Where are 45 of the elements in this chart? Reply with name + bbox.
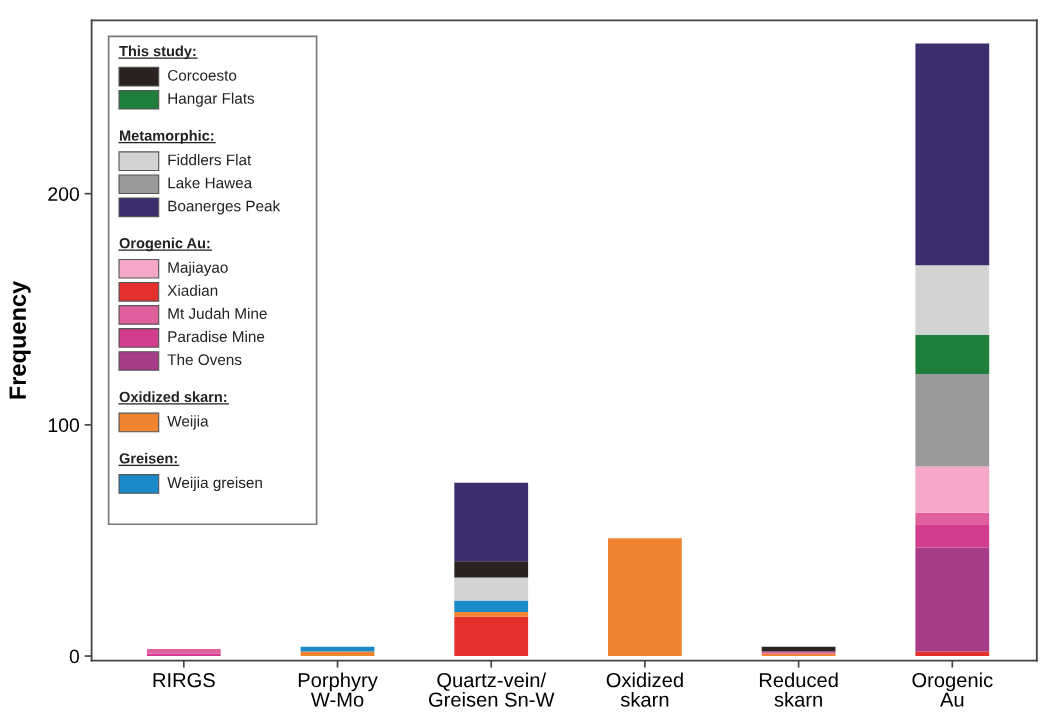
bar xyxy=(915,265,990,335)
legend-label: Lake Hawea xyxy=(168,177,253,189)
legend-label: Hangar Flats xyxy=(168,92,255,107)
legend-label: Corcoesto xyxy=(168,69,237,81)
annotation: Oxidized skarn: xyxy=(119,391,227,403)
y-tick-label: 200 xyxy=(48,187,80,201)
legend-label: Boanerges Peak xyxy=(168,200,281,215)
bar xyxy=(454,577,529,601)
bar xyxy=(915,547,990,652)
x-tick-label: RIRGS xyxy=(153,673,215,688)
annotation: Orogenic Au: xyxy=(119,237,210,252)
bar xyxy=(454,561,529,578)
bar xyxy=(915,512,990,525)
annotation: Greisen: xyxy=(119,452,177,464)
bar xyxy=(454,616,529,657)
bar xyxy=(915,524,990,548)
x-tick-label: Orogenic Au xyxy=(912,672,993,707)
legend-label: The Ovens xyxy=(167,353,242,366)
annotation: This study: xyxy=(119,45,196,60)
bar xyxy=(915,334,990,375)
bar xyxy=(915,651,990,657)
x-tick-label: Reduced skarn xyxy=(759,672,838,707)
legend-label: Weijia greisen xyxy=(167,476,262,492)
bar xyxy=(454,612,529,617)
legend-label: Mt Judah Mine xyxy=(168,307,267,319)
legend-label: Xiadian xyxy=(167,284,218,296)
annotation: Metamorphic: xyxy=(119,130,214,144)
legend-label: Fiddlers Flat xyxy=(168,154,252,166)
legend-label: Paradise Mine xyxy=(168,330,265,343)
bar xyxy=(915,466,990,513)
y-axis-title: Frequency xyxy=(9,280,31,399)
x-tick-label: Porphyry W-Mo xyxy=(298,672,378,707)
y-tick-label: 0 xyxy=(69,649,80,664)
legend-label: Majiayao xyxy=(168,261,228,276)
x-tick-label: Quartz-vein/ Greisen Sn-W xyxy=(429,672,555,707)
bar xyxy=(915,374,990,467)
bar xyxy=(915,43,990,266)
x-tick-label: Oxidized skarn xyxy=(606,672,683,707)
bar xyxy=(300,651,375,657)
bar xyxy=(454,482,529,562)
legend-label: Weijia xyxy=(167,415,209,430)
y-tick-label: 100 xyxy=(48,418,80,433)
bar xyxy=(146,649,221,654)
bar xyxy=(454,600,529,613)
bar xyxy=(608,538,682,657)
